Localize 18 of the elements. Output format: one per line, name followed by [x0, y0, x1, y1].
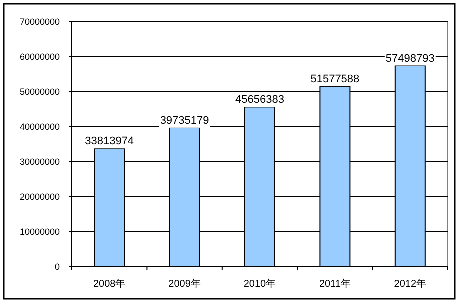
data-label: 57498793: [386, 52, 435, 65]
x-tick-label: 2009年: [168, 278, 201, 290]
x-tick-label: 2012年: [394, 278, 427, 290]
y-tick-label: 60000000: [20, 52, 60, 62]
y-tick-label: 50000000: [20, 87, 60, 97]
y-tick-label: 70000000: [20, 17, 60, 27]
y-tick-label: 20000000: [20, 192, 60, 202]
data-label: 39735179: [160, 114, 210, 127]
y-tick-label: 30000000: [20, 157, 60, 167]
y-tick-label: 40000000: [20, 122, 60, 132]
x-tick-label: 2011年: [319, 278, 351, 290]
x-tick-label: 2010年: [244, 278, 276, 290]
data-label: 33813974: [85, 136, 134, 148]
x-tick-label: 2008年: [93, 278, 126, 290]
data-label: 51577588: [310, 73, 360, 86]
data-label: 45656383: [236, 94, 284, 106]
y-tick-label: 10000000: [20, 227, 60, 237]
y-tick-label: 0: [54, 262, 60, 272]
